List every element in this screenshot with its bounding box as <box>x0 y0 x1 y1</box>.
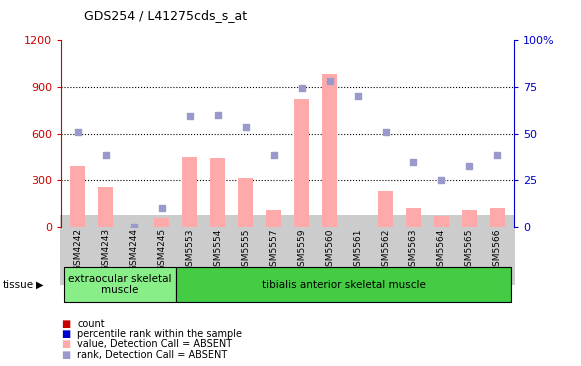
Text: tissue: tissue <box>3 280 34 290</box>
Point <box>101 152 110 158</box>
Text: count: count <box>77 319 105 329</box>
Point <box>185 113 194 119</box>
Point <box>213 112 223 118</box>
Text: percentile rank within the sample: percentile rank within the sample <box>77 329 242 339</box>
Bar <box>462 210 477 227</box>
Point <box>129 224 138 230</box>
Point <box>493 152 502 158</box>
Point <box>465 163 474 169</box>
Point <box>353 93 362 99</box>
Bar <box>406 208 421 227</box>
Text: ▶: ▶ <box>36 280 44 290</box>
Bar <box>210 158 225 227</box>
Text: ■: ■ <box>61 350 70 360</box>
Text: ■: ■ <box>61 339 70 350</box>
Point <box>241 124 250 130</box>
Point <box>409 158 418 164</box>
Bar <box>490 208 505 227</box>
Point <box>73 129 83 135</box>
Bar <box>98 187 113 227</box>
Text: rank, Detection Call = ABSENT: rank, Detection Call = ABSENT <box>77 350 228 360</box>
Point <box>437 177 446 183</box>
Point <box>269 152 278 158</box>
Text: ■: ■ <box>61 329 70 339</box>
Point <box>297 86 306 92</box>
Bar <box>322 74 337 227</box>
Text: GDS254 / L41275cds_s_at: GDS254 / L41275cds_s_at <box>84 9 248 22</box>
Bar <box>154 219 170 227</box>
Bar <box>266 210 281 227</box>
Text: ■: ■ <box>61 319 70 329</box>
Point <box>325 78 334 83</box>
Bar <box>294 99 309 227</box>
Bar <box>378 191 393 227</box>
Bar <box>70 166 85 227</box>
Bar <box>182 157 198 227</box>
Text: extraocular skeletal
muscle: extraocular skeletal muscle <box>68 274 171 295</box>
Text: tibialis anterior skeletal muscle: tibialis anterior skeletal muscle <box>261 280 425 290</box>
Point <box>381 129 390 135</box>
Text: value, Detection Call = ABSENT: value, Detection Call = ABSENT <box>77 339 232 350</box>
Bar <box>238 178 253 227</box>
Bar <box>434 216 449 227</box>
Point <box>157 205 166 211</box>
